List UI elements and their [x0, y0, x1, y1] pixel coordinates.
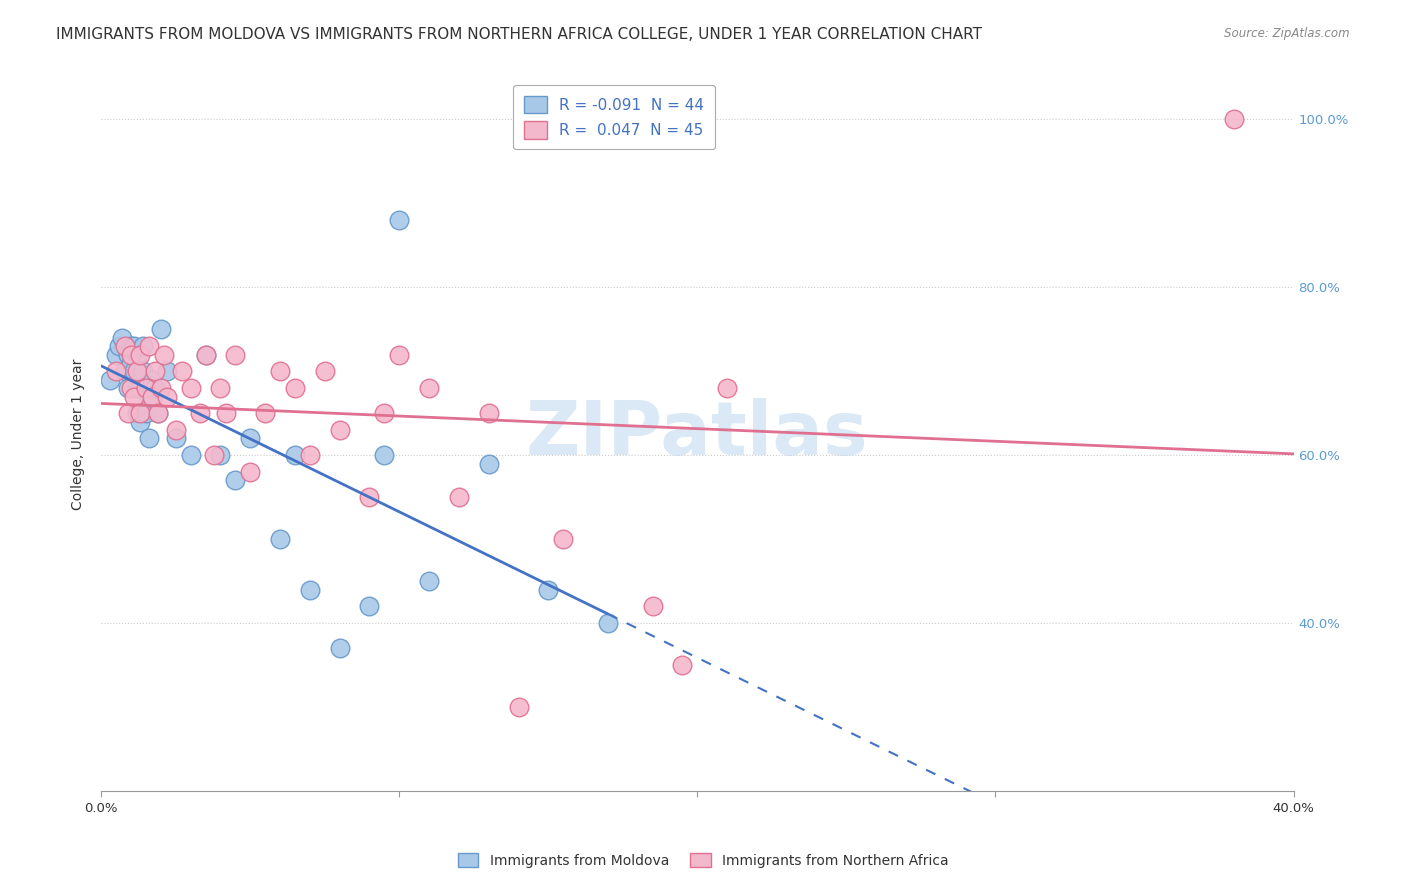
Point — [143, 364, 166, 378]
Point — [716, 381, 738, 395]
Point — [156, 364, 179, 378]
Point — [105, 347, 128, 361]
Point — [180, 448, 202, 462]
Point — [298, 448, 321, 462]
Point — [418, 574, 440, 589]
Point — [239, 432, 262, 446]
Point — [204, 448, 226, 462]
Point — [120, 381, 142, 395]
Point — [98, 373, 121, 387]
Point — [373, 448, 395, 462]
Point — [478, 406, 501, 420]
Point — [146, 406, 169, 420]
Point — [120, 356, 142, 370]
Point — [125, 406, 148, 420]
Point — [224, 347, 246, 361]
Point — [194, 347, 217, 361]
Point — [254, 406, 277, 420]
Point — [170, 364, 193, 378]
Point — [596, 616, 619, 631]
Point — [141, 390, 163, 404]
Point — [153, 347, 176, 361]
Point — [329, 641, 352, 656]
Point — [284, 381, 307, 395]
Point — [239, 465, 262, 479]
Point — [447, 490, 470, 504]
Point — [537, 582, 560, 597]
Point — [284, 448, 307, 462]
Point — [125, 364, 148, 378]
Point — [329, 423, 352, 437]
Point — [269, 364, 291, 378]
Point — [125, 347, 148, 361]
Point — [156, 390, 179, 404]
Point — [129, 347, 152, 361]
Point — [359, 599, 381, 614]
Point — [129, 415, 152, 429]
Point — [388, 347, 411, 361]
Point — [508, 700, 530, 714]
Point — [114, 364, 136, 378]
Point — [373, 406, 395, 420]
Point — [105, 364, 128, 378]
Point — [671, 658, 693, 673]
Legend: R = -0.091  N = 44, R =  0.047  N = 45: R = -0.091 N = 44, R = 0.047 N = 45 — [513, 85, 714, 149]
Point — [132, 364, 155, 378]
Point — [122, 339, 145, 353]
Point — [138, 339, 160, 353]
Point — [135, 381, 157, 395]
Point — [269, 533, 291, 547]
Point — [298, 582, 321, 597]
Point — [209, 448, 232, 462]
Point — [122, 390, 145, 404]
Point — [215, 406, 238, 420]
Point — [180, 381, 202, 395]
Point — [143, 381, 166, 395]
Point — [388, 213, 411, 227]
Text: ZIPatlas: ZIPatlas — [526, 398, 869, 471]
Point — [132, 339, 155, 353]
Point — [141, 373, 163, 387]
Point — [108, 339, 131, 353]
Text: IMMIGRANTS FROM MOLDOVA VS IMMIGRANTS FROM NORTHERN AFRICA COLLEGE, UNDER 1 YEAR: IMMIGRANTS FROM MOLDOVA VS IMMIGRANTS FR… — [56, 27, 983, 42]
Point — [314, 364, 336, 378]
Point — [120, 339, 142, 353]
Point — [122, 364, 145, 378]
Point — [117, 406, 139, 420]
Point — [117, 347, 139, 361]
Text: Source: ZipAtlas.com: Source: ZipAtlas.com — [1225, 27, 1350, 40]
Point — [478, 457, 501, 471]
Point — [146, 406, 169, 420]
Point — [224, 474, 246, 488]
Point — [188, 406, 211, 420]
Point — [194, 347, 217, 361]
Point — [1223, 112, 1246, 127]
Point — [114, 339, 136, 353]
Point — [641, 599, 664, 614]
Point — [149, 381, 172, 395]
Point — [165, 432, 187, 446]
Point — [111, 331, 134, 345]
Point — [129, 406, 152, 420]
Point — [135, 406, 157, 420]
Point — [120, 347, 142, 361]
Point — [138, 390, 160, 404]
Point — [553, 533, 575, 547]
Point — [117, 381, 139, 395]
Point — [135, 381, 157, 395]
Y-axis label: College, Under 1 year: College, Under 1 year — [72, 359, 86, 510]
Point — [359, 490, 381, 504]
Point — [209, 381, 232, 395]
Point — [125, 381, 148, 395]
Point — [129, 381, 152, 395]
Point — [149, 322, 172, 336]
Point — [165, 423, 187, 437]
Point — [418, 381, 440, 395]
Legend: Immigrants from Moldova, Immigrants from Northern Africa: Immigrants from Moldova, Immigrants from… — [450, 845, 956, 876]
Point — [138, 432, 160, 446]
